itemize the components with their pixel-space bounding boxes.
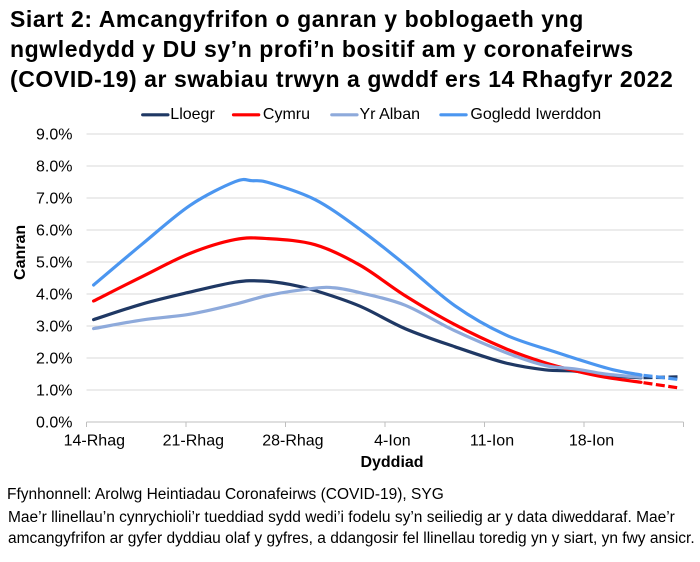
svg-text:14-Rhag: 14-Rhag — [64, 433, 125, 450]
svg-text:Lloegr: Lloegr — [170, 106, 215, 123]
svg-text:6.0%: 6.0% — [36, 222, 72, 239]
svg-text:21-Rhag: 21-Rhag — [163, 433, 224, 450]
svg-text:Cymru: Cymru — [263, 106, 310, 123]
svg-text:4.0%: 4.0% — [36, 286, 72, 303]
svg-text:1.0%: 1.0% — [36, 382, 72, 399]
svg-text:2.0%: 2.0% — [36, 350, 72, 367]
svg-text:5.0%: 5.0% — [36, 254, 72, 271]
svg-text:9.0%: 9.0% — [36, 126, 72, 143]
svg-text:18-Ion: 18-Ion — [569, 433, 614, 450]
svg-text:Dyddiad: Dyddiad — [360, 454, 423, 471]
svg-text:28-Rhag: 28-Rhag — [262, 433, 323, 450]
svg-text:Yr Alban: Yr Alban — [360, 106, 420, 123]
svg-text:4-Ion: 4-Ion — [374, 433, 410, 450]
svg-text:Gogledd Iwerddon: Gogledd Iwerddon — [470, 106, 601, 123]
svg-text:7.0%: 7.0% — [36, 190, 72, 207]
svg-text:3.0%: 3.0% — [36, 318, 72, 335]
svg-text:Canran: Canran — [12, 225, 29, 280]
svg-text:11-Ion: 11-Ion — [470, 433, 514, 450]
svg-text:0.0%: 0.0% — [36, 414, 72, 431]
svg-text:8.0%: 8.0% — [36, 158, 72, 175]
